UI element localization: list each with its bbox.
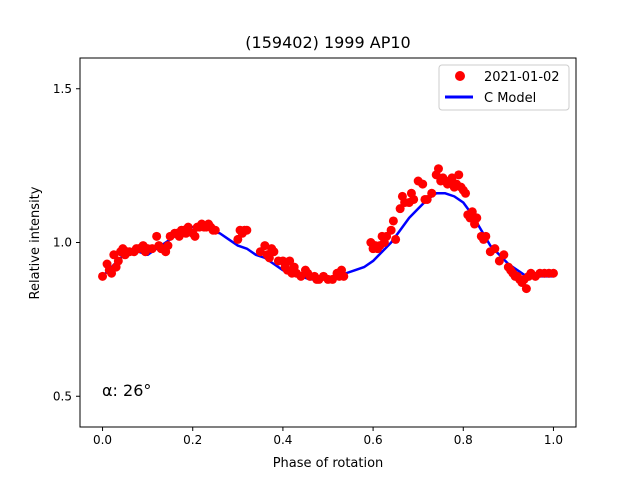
x-tick-label: 0.8 — [454, 433, 473, 447]
chart-title: (159402) 1999 AP10 — [245, 33, 410, 52]
data-point — [382, 231, 392, 241]
data-point — [461, 188, 471, 198]
x-axis-label: Phase of rotation — [273, 456, 384, 471]
y-axis: 0.5 1.0 1.5 — [53, 82, 80, 403]
data-point — [264, 253, 274, 263]
data-point — [481, 231, 491, 241]
data-point — [418, 179, 428, 189]
data-point — [152, 231, 162, 241]
data-point — [210, 225, 220, 235]
data-point — [233, 234, 243, 244]
data-point — [328, 274, 338, 284]
data-point — [285, 256, 295, 266]
observation-series — [98, 164, 558, 294]
x-tick-label: 0.4 — [273, 433, 292, 447]
data-point — [107, 268, 117, 278]
data-point — [454, 170, 464, 180]
data-point — [109, 250, 119, 260]
y-axis-label: Relative intensity — [28, 186, 43, 299]
data-point — [391, 234, 401, 244]
data-point — [269, 247, 279, 257]
data-point — [427, 188, 437, 198]
phase-angle-annotation: α: 26° — [102, 381, 151, 400]
data-point — [296, 271, 306, 281]
data-point — [499, 250, 509, 260]
x-tick-label: 0.6 — [364, 433, 383, 447]
data-point — [494, 256, 504, 266]
x-axis: 0.0 0.2 0.4 0.6 0.8 1.0 — [93, 427, 563, 447]
data-point — [183, 222, 193, 232]
data-point — [490, 244, 500, 254]
data-point — [467, 207, 477, 217]
data-point — [190, 231, 200, 241]
y-tick-label: 0.5 — [53, 389, 72, 403]
legend-label-observations: 2021-01-02 — [484, 70, 560, 85]
data-point — [422, 194, 432, 204]
data-point — [409, 194, 419, 204]
legend-box — [438, 64, 570, 111]
data-point — [339, 271, 349, 281]
data-point — [386, 225, 396, 235]
data-point — [147, 244, 157, 254]
data-point — [98, 271, 108, 281]
y-tick-label: 1.0 — [53, 236, 72, 250]
data-point — [395, 204, 405, 214]
legend-marker-observations — [455, 71, 465, 81]
plot-frame — [79, 57, 577, 428]
data-point — [113, 256, 123, 266]
data-point — [447, 173, 457, 183]
x-tick-label: 0.2 — [183, 433, 202, 447]
data-point — [260, 241, 270, 251]
data-point — [163, 241, 173, 251]
legend: 2021-01-02 C Model — [438, 64, 570, 111]
x-tick-label: 0.0 — [93, 433, 112, 447]
legend-label-model: C Model — [484, 91, 536, 106]
data-point — [472, 213, 482, 223]
y-tick-label: 1.5 — [53, 82, 72, 96]
data-point — [255, 247, 265, 257]
x-tick-label: 1.0 — [544, 433, 563, 447]
data-point — [548, 268, 558, 278]
data-point — [242, 225, 252, 235]
data-point — [388, 216, 398, 226]
data-point — [433, 164, 443, 174]
data-point — [521, 284, 531, 294]
